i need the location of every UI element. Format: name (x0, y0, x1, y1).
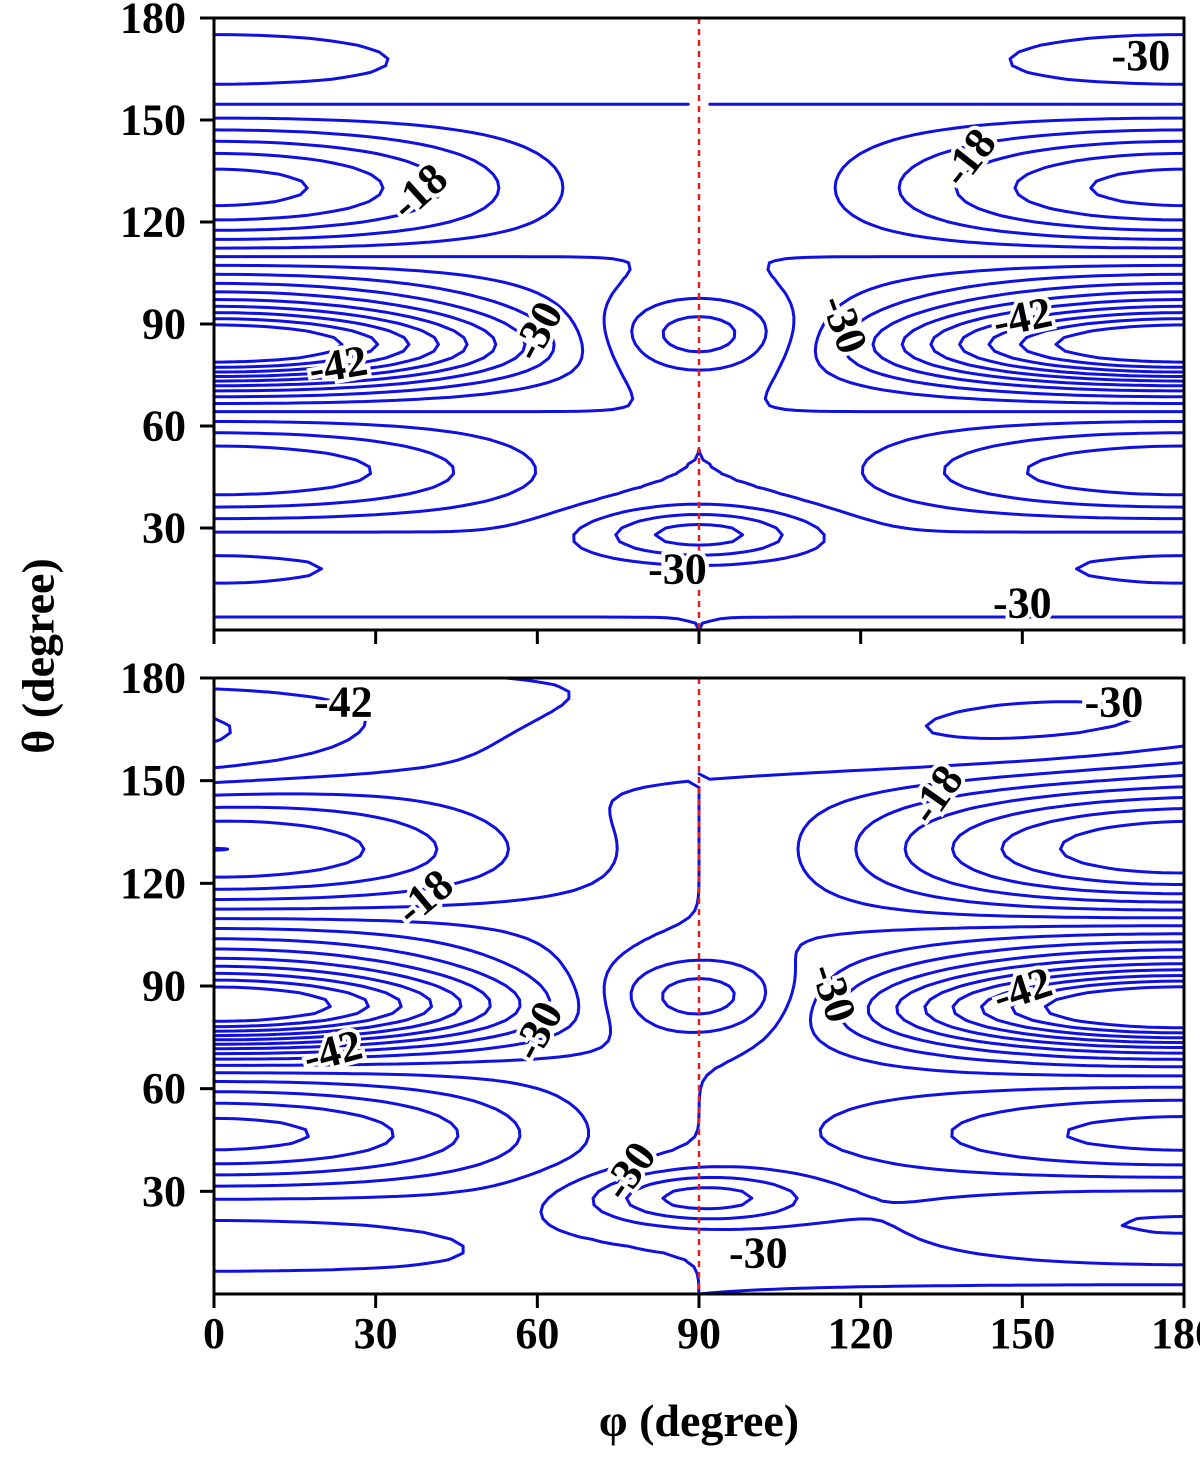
contour-line (214, 761, 1184, 1201)
contour-line (214, 139, 1184, 497)
contour-line (214, 785, 1184, 1177)
contour-line (214, 947, 1184, 1055)
contour-line (214, 773, 1184, 1188)
contour-label: -42 (987, 957, 1058, 1022)
y-tick-label: 180 (120, 0, 186, 43)
contour-label: -30 (811, 288, 877, 360)
contour-line (1059, 819, 1184, 875)
y-tick-label: 60 (142, 1064, 186, 1113)
contour-line (214, 985, 1184, 1030)
contour-lines (214, 678, 1184, 1294)
y-tick-label: 150 (120, 96, 186, 145)
y-tick-label: 180 (120, 654, 186, 703)
y-tick-label: 30 (142, 1167, 186, 1216)
contour-label: -42 (989, 287, 1057, 347)
y-tick-label: 150 (120, 756, 186, 805)
contour-line (214, 978, 1184, 1035)
contour-line (214, 102, 1184, 630)
contour-lines (214, 33, 1184, 630)
y-tick-label: 120 (120, 859, 186, 908)
y-tick-label: 90 (142, 962, 186, 1011)
contour-line (214, 687, 1184, 1267)
y-tick-label: 120 (120, 198, 186, 247)
contour-line (214, 151, 1184, 222)
contour-line (214, 33, 1184, 585)
contour-label: -42 (314, 677, 373, 726)
contour-label: -30 (502, 293, 573, 368)
x-tick-label: 90 (677, 1309, 721, 1358)
contour-label: -30 (648, 544, 707, 593)
x-tick-label: 180 (1151, 1309, 1200, 1358)
x-tick-label: 30 (354, 1309, 398, 1358)
contour-line (214, 116, 1184, 521)
contour-line (214, 167, 1184, 208)
y-tick-label: 60 (142, 402, 186, 451)
contour-line (214, 956, 1184, 1049)
contour-label: -42 (305, 336, 371, 394)
contour-line (214, 311, 1184, 374)
y-tick-label: 30 (142, 504, 186, 553)
contour-line (214, 971, 1184, 1040)
x-axis-title: φ (degree) (599, 1395, 799, 1446)
y-axis-title: θ (degree) (13, 558, 64, 754)
contour-line (214, 281, 1184, 547)
contour-line (214, 323, 1184, 364)
contour-line (214, 128, 1184, 509)
contour-line (214, 298, 1184, 383)
contour-line (214, 304, 1184, 378)
contour-line (214, 678, 1184, 1294)
contour-label: -30 (1112, 31, 1171, 80)
x-tick-label: 60 (515, 1309, 559, 1358)
y-tick-label: 90 (142, 300, 186, 349)
contour-label: -30 (1085, 677, 1144, 726)
contour-line (214, 317, 1184, 369)
panel-bottom: -42 -30-18-18-30 -42-30-42-30-303060901201… (120, 654, 1200, 1359)
contour-line (214, 796, 1184, 1166)
contour-line (214, 964, 1184, 1045)
x-tick-label: 150 (989, 1309, 1055, 1358)
contour-line (214, 717, 1184, 1235)
contour-line (214, 937, 1184, 1211)
contour-label: -30 (592, 1133, 666, 1209)
x-tick-label: 0 (203, 1309, 225, 1358)
contour-label: -30 (993, 578, 1052, 627)
contour-label: -30 (729, 1228, 788, 1277)
contour-line (214, 290, 1184, 388)
contour-line (214, 272, 1184, 557)
x-tick-label: 120 (828, 1309, 894, 1358)
panel-top: -18-42 -30-30-30-18-30 -42-303060901201501… (120, 0, 1186, 644)
contour-line (214, 807, 1184, 1152)
